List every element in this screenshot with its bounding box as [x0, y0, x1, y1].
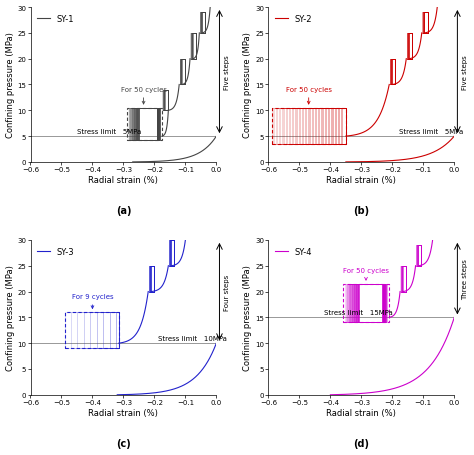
- Text: Stress limit   15MPa: Stress limit 15MPa: [324, 309, 393, 316]
- X-axis label: Radial strain (%): Radial strain (%): [327, 176, 396, 184]
- Bar: [343, 284, 389, 323]
- Text: Stress limit   5MPa: Stress limit 5MPa: [399, 129, 463, 135]
- Legend: SY-2: SY-2: [273, 12, 314, 26]
- Text: (b): (b): [353, 206, 369, 216]
- Text: Stress limit   5MPa: Stress limit 5MPa: [77, 129, 141, 135]
- Text: For 50 cycles: For 50 cycles: [343, 268, 389, 280]
- Text: Four steps: Four steps: [224, 274, 230, 310]
- Text: (d): (d): [353, 438, 369, 448]
- Text: (a): (a): [116, 206, 131, 216]
- Text: Five steps: Five steps: [462, 55, 468, 90]
- Bar: [272, 108, 346, 145]
- Text: For 50 cycles: For 50 cycles: [286, 87, 332, 105]
- Legend: SY-1: SY-1: [35, 12, 76, 26]
- Text: Stress limit   10MPa: Stress limit 10MPa: [157, 335, 227, 341]
- Y-axis label: Confining pressure (MPa): Confining pressure (MPa): [6, 32, 15, 138]
- Bar: [127, 108, 162, 141]
- X-axis label: Radial strain (%): Radial strain (%): [89, 408, 158, 417]
- Y-axis label: Confining pressure (MPa): Confining pressure (MPa): [6, 265, 15, 370]
- Y-axis label: Confining pressure (MPa): Confining pressure (MPa): [244, 32, 253, 138]
- Text: Five steps: Five steps: [224, 55, 230, 90]
- X-axis label: Radial strain (%): Radial strain (%): [327, 408, 396, 417]
- Legend: SY-3: SY-3: [35, 244, 76, 258]
- Legend: SY-4: SY-4: [273, 244, 314, 258]
- Text: For 50 cycles: For 50 cycles: [120, 87, 166, 105]
- Y-axis label: Confining pressure (MPa): Confining pressure (MPa): [244, 265, 253, 370]
- Text: Three steps: Three steps: [462, 258, 468, 299]
- Text: For 9 cycles: For 9 cycles: [72, 293, 113, 309]
- Text: (c): (c): [116, 438, 131, 448]
- X-axis label: Radial strain (%): Radial strain (%): [89, 176, 158, 184]
- Bar: [64, 313, 119, 349]
